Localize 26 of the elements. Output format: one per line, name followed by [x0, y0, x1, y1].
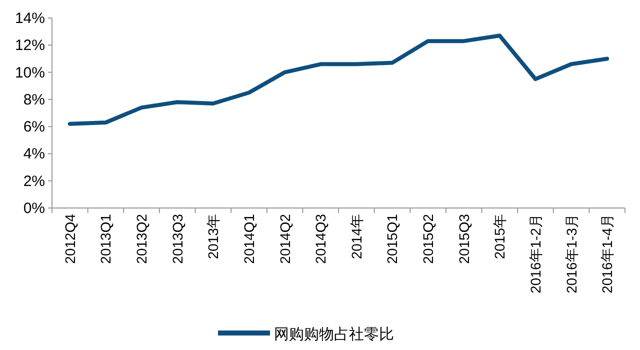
- x-tick-label: 2015Q1: [384, 214, 400, 264]
- y-tick-label: 14%: [14, 10, 45, 27]
- y-tick-label: 10%: [14, 64, 45, 82]
- x-tick-label: 2015年: [492, 214, 508, 260]
- x-tick-label: 2013Q2: [134, 214, 150, 264]
- x-tick-label: 2014Q2: [276, 214, 293, 264]
- x-tick-label: 2015Q2: [420, 214, 436, 264]
- x-tick-label: 2012Q4: [62, 214, 78, 264]
- x-tick-label: 2014Q1: [240, 214, 257, 264]
- y-tick-label: 6%: [23, 118, 45, 136]
- legend-label: 网购购物占社零比: [274, 326, 394, 343]
- y-tick-label: 8%: [23, 91, 45, 108]
- x-tick-label: 2014Q3: [312, 214, 329, 264]
- y-tick-label: 2%: [23, 172, 45, 190]
- y-tick-label: 4%: [23, 146, 45, 163]
- x-tick-label: 2015Q3: [456, 214, 472, 264]
- x-tick-label: 2016年1-2月: [527, 214, 544, 294]
- y-tick-label: 0%: [23, 200, 45, 217]
- line-series: [68, 34, 610, 126]
- x-tick-label: 2016年1-4月: [599, 214, 616, 294]
- x-tick-label: 2013Q1: [98, 214, 114, 264]
- y-tick-label: 12%: [14, 37, 45, 54]
- x-tick-label: 2013年: [205, 214, 222, 260]
- x-tick-label: 2013Q3: [169, 214, 186, 264]
- x-tick-label: 2016年1-3月: [563, 214, 580, 294]
- x-tick-label: 2014年: [348, 214, 364, 260]
